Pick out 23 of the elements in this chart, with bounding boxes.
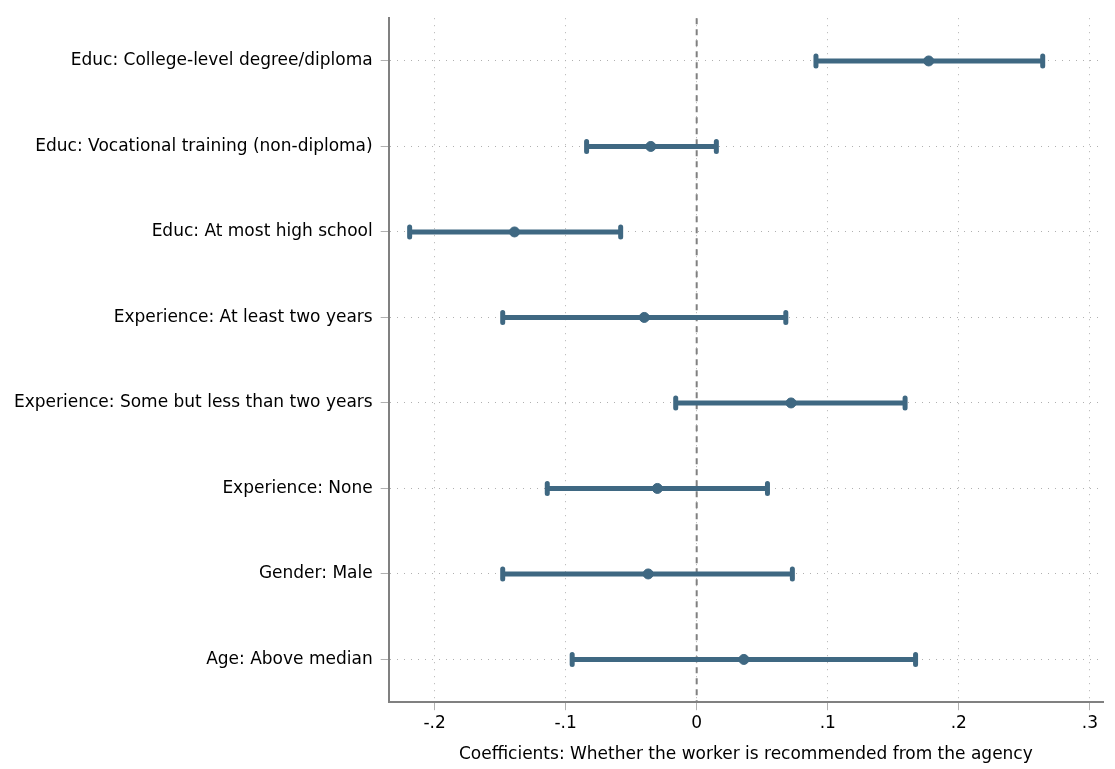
point	[642, 568, 654, 580]
point	[651, 482, 663, 494]
x-tick-label: .3	[1081, 711, 1099, 732]
y-tick-label: Educ: At most high school	[151, 220, 373, 241]
x-axis-title: Coefficients: Whether the worker is recommended from the agency	[458, 743, 1033, 764]
y-tick-label: Age: Above median	[206, 647, 373, 668]
x-tick-label: -.1	[554, 711, 577, 732]
point	[645, 140, 657, 152]
y-tick-label: Educ: College-level degree/diploma	[70, 49, 373, 70]
x-tick-label: .2	[950, 711, 967, 732]
point	[638, 311, 650, 323]
point	[785, 397, 797, 409]
y-tick-label: Experience: None	[222, 476, 373, 497]
point	[509, 226, 520, 238]
point	[923, 55, 935, 67]
y-tick-label: Experience: At least two years	[113, 305, 373, 326]
x-tick-label: 0	[691, 711, 703, 732]
y-tick-label: Gender: Male	[258, 562, 373, 583]
x-tick-label: .1	[819, 711, 836, 732]
point	[738, 653, 750, 665]
y-tick-label: Educ: Vocational training (non-diploma)	[35, 134, 373, 155]
x-tick-label: -.2	[423, 711, 446, 732]
y-tick-label: Experience: Some but less than two years	[13, 391, 373, 412]
